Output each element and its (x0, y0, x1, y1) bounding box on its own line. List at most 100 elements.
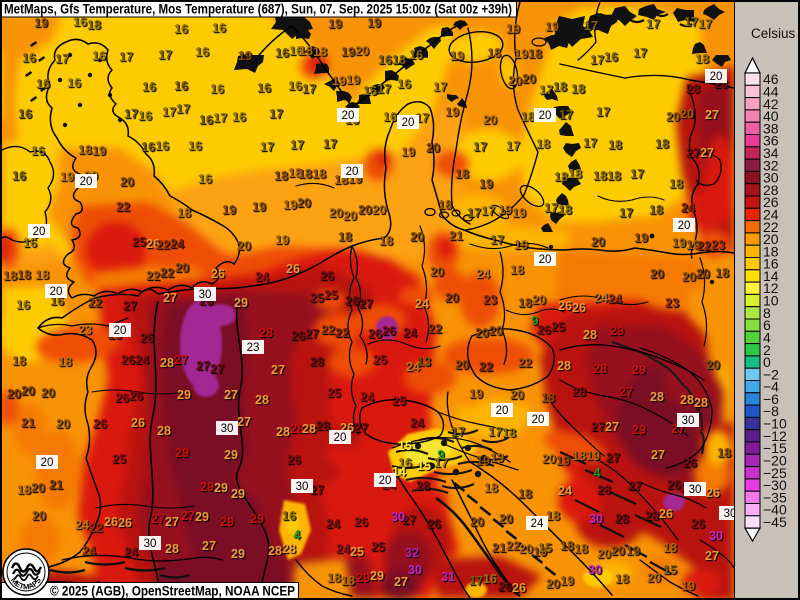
svg-text:17: 17 (467, 206, 481, 220)
svg-text:16: 16 (22, 51, 36, 65)
svg-text:20: 20 (7, 387, 21, 401)
svg-text:29: 29 (214, 481, 228, 495)
svg-text:19: 19 (586, 449, 600, 463)
svg-text:18: 18 (763, 243, 779, 259)
svg-text:30: 30 (199, 289, 212, 301)
svg-text:16: 16 (383, 110, 397, 124)
svg-text:19: 19 (222, 203, 236, 217)
svg-text:METMAPS: METMAPS (9, 576, 43, 592)
svg-text:16: 16 (210, 82, 224, 96)
svg-text:−4: −4 (763, 379, 779, 395)
svg-text:18: 18 (341, 574, 355, 588)
svg-text:29: 29 (175, 446, 189, 460)
svg-text:26: 26 (131, 416, 145, 430)
svg-text:28: 28 (157, 424, 171, 438)
svg-text:28: 28 (165, 542, 179, 556)
svg-text:23: 23 (483, 293, 497, 307)
svg-text:18: 18 (649, 203, 663, 217)
svg-text:20: 20 (496, 405, 509, 417)
svg-text:17: 17 (488, 425, 502, 439)
svg-text:16: 16 (174, 79, 188, 93)
svg-text:20: 20 (346, 166, 359, 178)
svg-text:17: 17 (544, 201, 558, 215)
svg-text:20: 20 (114, 325, 127, 337)
svg-text:18: 18 (541, 391, 555, 405)
svg-text:16: 16 (212, 21, 226, 35)
svg-text:23: 23 (665, 296, 679, 310)
svg-text:20: 20 (334, 432, 347, 444)
svg-text:19: 19 (512, 206, 526, 220)
svg-text:20: 20 (455, 358, 469, 372)
svg-text:29: 29 (632, 363, 646, 377)
svg-text:19: 19 (626, 544, 640, 558)
svg-text:42: 42 (763, 96, 779, 112)
svg-text:26: 26 (93, 417, 107, 431)
svg-text:20: 20 (31, 481, 45, 495)
svg-text:30: 30 (408, 563, 422, 577)
svg-text:44: 44 (763, 84, 779, 100)
svg-text:27: 27 (705, 549, 719, 563)
svg-text:20: 20 (426, 141, 440, 155)
svg-text:26: 26 (291, 329, 305, 343)
svg-text:20: 20 (680, 107, 694, 121)
svg-text:19: 19 (556, 454, 570, 468)
svg-text:26: 26 (763, 194, 779, 210)
svg-text:Celsius: Celsius (751, 26, 796, 41)
svg-text:30: 30 (588, 563, 602, 577)
svg-text:19: 19 (332, 74, 346, 88)
svg-text:24: 24 (336, 542, 350, 556)
svg-text:18: 18 (502, 426, 516, 440)
svg-text:18: 18 (593, 169, 607, 183)
svg-text:30: 30 (689, 484, 702, 496)
svg-text:20: 20 (80, 176, 93, 188)
svg-text:17: 17 (260, 140, 274, 154)
svg-text:18: 18 (58, 355, 72, 369)
svg-text:9: 9 (438, 448, 445, 462)
svg-text:20: 20 (430, 265, 444, 279)
svg-text:18: 18 (177, 206, 191, 220)
svg-text:26: 26 (345, 294, 359, 308)
svg-text:40: 40 (763, 108, 779, 124)
svg-text:19: 19 (60, 170, 74, 184)
svg-text:26: 26 (286, 262, 300, 276)
svg-text:28: 28 (650, 390, 664, 404)
svg-text:−8: −8 (763, 403, 779, 419)
svg-text:28: 28 (282, 542, 296, 556)
svg-text:18: 18 (608, 138, 622, 152)
svg-text:27: 27 (163, 291, 177, 305)
svg-text:20: 20 (542, 452, 556, 466)
svg-text:16: 16 (155, 139, 169, 153)
svg-text:19: 19 (445, 105, 459, 119)
svg-text:−40: −40 (763, 502, 787, 518)
svg-text:−20: −20 (763, 452, 787, 468)
svg-text:16: 16 (409, 48, 423, 62)
svg-text:30: 30 (709, 529, 723, 543)
svg-text:28: 28 (583, 328, 597, 342)
svg-text:18: 18 (379, 234, 393, 248)
svg-text:20: 20 (489, 324, 503, 338)
svg-text:20: 20 (532, 414, 545, 426)
svg-text:16: 16 (483, 572, 497, 586)
svg-text:26: 26 (129, 389, 143, 403)
svg-text:20: 20 (379, 475, 392, 487)
svg-text:20: 20 (32, 509, 46, 523)
svg-text:16: 16 (282, 509, 296, 523)
svg-text:31: 31 (441, 570, 455, 584)
svg-text:15: 15 (417, 459, 431, 473)
svg-text:19: 19 (341, 45, 355, 59)
svg-text:MetMaps, Gfs Temperature, Mos: MetMaps, Gfs Temperature, Mos Temperatur… (4, 2, 512, 17)
svg-text:20: 20 (342, 110, 355, 122)
svg-text:22: 22 (335, 326, 349, 340)
svg-text:17: 17 (302, 82, 316, 96)
svg-text:26: 26 (211, 267, 225, 281)
svg-text:30: 30 (682, 415, 695, 427)
svg-text:21: 21 (449, 229, 463, 243)
svg-text:17: 17 (124, 107, 138, 121)
svg-text:20: 20 (120, 175, 134, 189)
svg-text:20: 20 (710, 71, 723, 83)
svg-text:28: 28 (593, 362, 607, 376)
svg-text:16: 16 (12, 169, 26, 183)
svg-text:20: 20 (297, 196, 311, 210)
svg-text:26: 26 (104, 515, 118, 529)
svg-text:28: 28 (310, 355, 324, 369)
